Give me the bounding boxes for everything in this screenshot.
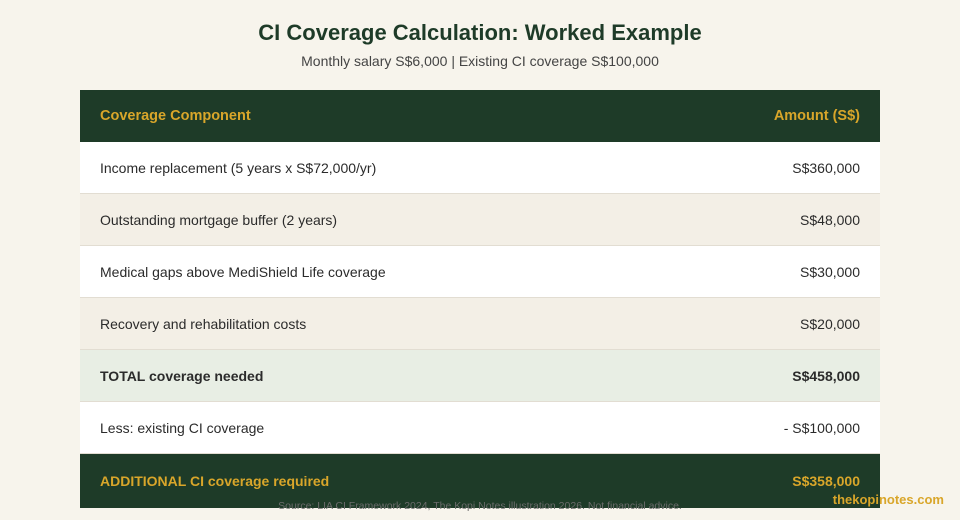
page-title: CI Coverage Calculation: Worked Example <box>258 20 702 45</box>
row-amount: S$458,000 <box>792 367 860 384</box>
table-row-total-needed: TOTAL coverage needed S$458,000 <box>80 350 880 402</box>
table-row-recovery-costs: Recovery and rehabilitation costs S$20,0… <box>80 298 880 350</box>
page-subtitle: Monthly salary S$6,000 | Existing CI cov… <box>301 53 659 69</box>
table-row-medical-gaps: Medical gaps above MediShield Life cover… <box>80 246 880 298</box>
table-row-mortgage-buffer: Outstanding mortgage buffer (2 years) S$… <box>80 194 880 246</box>
table-row-income-replacement: Income replacement (5 years x S$72,000/y… <box>80 142 880 194</box>
row-label: Medical gaps above MediShield Life cover… <box>100 263 386 280</box>
row-amount: - S$100,000 <box>783 419 860 436</box>
row-amount: S$360,000 <box>792 159 860 176</box>
row-amount: S$20,000 <box>800 315 860 332</box>
table-header-row: Coverage Component Amount (S$) <box>80 90 880 142</box>
header-amount: Amount (S$) <box>773 108 860 124</box>
table-row-existing-coverage: Less: existing CI coverage - S$100,000 <box>80 402 880 454</box>
row-label: Outstanding mortgage buffer (2 years) <box>100 211 338 228</box>
row-label: Recovery and rehabilitation costs <box>100 315 307 332</box>
row-label: Less: existing CI coverage <box>100 419 265 436</box>
table-row-additional-required: ADDITIONAL CI coverage required S$358,00… <box>80 454 880 508</box>
brand-watermark: thekopinotes.com <box>832 492 944 507</box>
header-component: Coverage Component <box>100 108 251 124</box>
row-amount: S$358,000 <box>792 473 860 489</box>
row-amount: S$30,000 <box>800 263 860 280</box>
row-label: Income replacement (5 years x S$72,000/y… <box>100 159 377 176</box>
row-amount: S$48,000 <box>800 211 860 228</box>
row-label: TOTAL coverage needed <box>100 367 264 384</box>
row-label: ADDITIONAL CI coverage required <box>100 473 330 489</box>
source-note: Source: LIA CI Framework 2024, The Kopi … <box>278 500 682 512</box>
coverage-table: Coverage Component Amount (S$) Income re… <box>80 90 880 508</box>
